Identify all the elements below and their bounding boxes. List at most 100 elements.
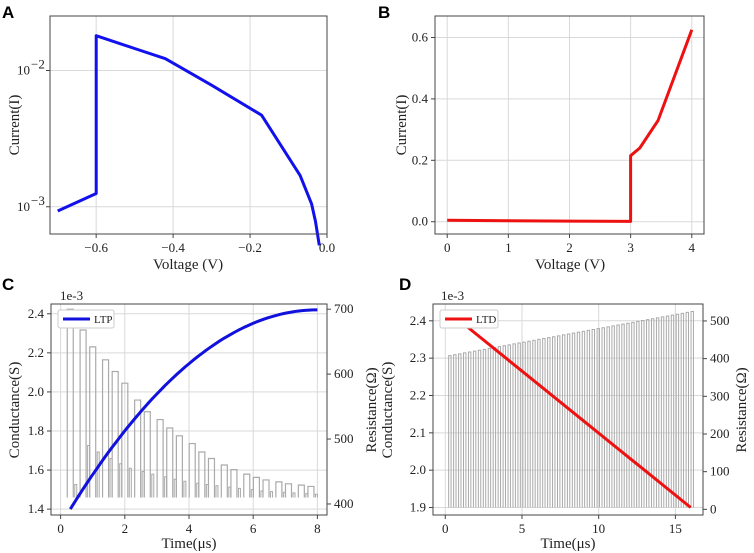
panel-a-xlabel: Voltage (V)	[153, 257, 223, 273]
x-tick-label: 4	[689, 240, 696, 255]
resistance-pulse	[284, 483, 293, 498]
y2-tick-label: 400	[334, 496, 354, 511]
y2-tick-label: 700	[334, 301, 354, 316]
resistance-pulse	[477, 349, 482, 508]
y-tick-label: 1.4	[28, 501, 45, 516]
y-tick-exponent: −3	[31, 193, 45, 208]
panel-b-marks	[447, 29, 694, 223]
panel-a-marks	[57, 34, 321, 246]
resistance-pulse	[458, 353, 462, 508]
resistance-pulse-secondary	[74, 483, 78, 498]
y-tick-label: 2.2	[410, 387, 426, 402]
resistance-pulse	[547, 337, 551, 508]
resistance-pulse	[675, 313, 680, 508]
resistance-pulse-secondary	[292, 492, 296, 498]
resistance-pulse	[482, 348, 487, 508]
resistance-pulse	[502, 345, 506, 508]
resistance-pulse-secondary	[270, 491, 274, 498]
y-tick-label: 2.2	[28, 345, 44, 360]
resistance-pulse	[616, 324, 620, 508]
x-tick-label: 2	[122, 521, 129, 536]
panel-c-offset-text: 1e-3	[60, 288, 83, 303]
y2-tick-label: 400	[710, 351, 730, 366]
panel-c-ltp-line	[69, 308, 318, 510]
y-tick-label: 2.4	[28, 306, 45, 321]
y-tick-label: 2.1	[410, 425, 426, 440]
resistance-pulse	[472, 350, 477, 508]
resistance-pulse	[243, 473, 251, 498]
resistance-pulse	[611, 325, 615, 508]
y-tick-label: 10	[17, 63, 30, 78]
resistance-pulse	[252, 476, 260, 498]
resistance-pulse	[101, 359, 110, 498]
panel-b-grid	[435, 16, 704, 234]
y2-tick-label: 500	[334, 431, 354, 446]
resistance-pulse	[188, 442, 196, 498]
panel-label-a: A	[2, 3, 14, 22]
x-tick-label: 2	[566, 240, 573, 255]
resistance-pulse	[134, 399, 142, 498]
panel-c-ticks: 0 2 4 6 8 1.4 1.6 1.8 2.0 2.2 2.4 400 500 600 700	[28, 301, 354, 536]
x-tick-label: −0.4	[161, 240, 185, 255]
y2-tick-label: 300	[710, 388, 730, 403]
panel-d-xlabel: Time(μs)	[541, 536, 596, 552]
resistance-pulse	[275, 481, 283, 498]
resistance-pulse	[307, 485, 315, 498]
resistance-pulse	[606, 326, 610, 508]
resistance-pulse	[175, 435, 183, 498]
resistance-pulse-secondary	[128, 467, 132, 498]
panel-d-legend: LTD	[439, 309, 499, 329]
y-tick-label: 0.2	[412, 152, 428, 167]
resistance-pulse	[512, 343, 516, 508]
resistance-pulse	[497, 346, 502, 508]
resistance-pulse	[552, 336, 556, 508]
panel-c-marks	[66, 308, 318, 510]
panel-d-ylabel: Conductance(S)	[380, 362, 396, 459]
panel-d-ylabel-right: Resistance(Ω)	[734, 367, 750, 452]
x-tick-label: −0.6	[84, 240, 108, 255]
y-tick-label: 2.0	[410, 462, 426, 477]
resistance-pulse	[522, 341, 526, 508]
panel-b: B 0 1 2 3 4 0.0 0.2 0.4 0.6 Voltage (V) Current(…	[378, 3, 705, 273]
resistance-pulse	[571, 332, 576, 508]
x-tick-label: 1	[505, 240, 512, 255]
resistance-pulse	[111, 370, 119, 498]
resistance-pulse	[262, 479, 270, 498]
y-tick-exponent: −2	[31, 57, 45, 72]
y-tick-label: 1.8	[28, 423, 44, 438]
resistance-pulse	[121, 382, 129, 498]
panel-d-ticks: 0 5 10 15 1.9 2.0 2.1 2.2 2.3 2.4 0 100 200 300 400 500	[410, 313, 730, 536]
y-tick-label: 1.6	[28, 462, 45, 477]
panel-d-frame	[432, 303, 704, 516]
x-tick-label: 4	[186, 521, 193, 536]
resistance-pulse	[89, 346, 97, 498]
panel-d-marks	[447, 310, 694, 509]
resistance-pulse	[537, 338, 541, 508]
resistance-pulse	[626, 322, 630, 508]
panel-c-ylabel: Conductance(S)	[7, 362, 23, 459]
panel-a-series-line	[57, 34, 321, 246]
resistance-pulse	[542, 338, 546, 508]
panel-c-ylabel-right: Resistance(Ω)	[364, 367, 380, 452]
resistance-pulse	[143, 411, 151, 498]
y-tick-label: 2.0	[28, 384, 44, 399]
resistance-pulse-secondary	[96, 451, 100, 498]
resistance-pulse	[591, 329, 596, 508]
resistance-pulse	[297, 484, 305, 498]
y2-tick-label: 0	[710, 501, 717, 516]
resistance-pulse	[670, 314, 675, 508]
resistance-pulse	[690, 311, 694, 508]
resistance-pulse	[601, 327, 605, 508]
resistance-pulse	[79, 329, 87, 498]
resistance-pulse	[636, 320, 640, 508]
y-tick-label: 2.3	[410, 350, 426, 365]
y-tick-label: 0.0	[412, 214, 428, 229]
x-tick-label: 0	[444, 240, 451, 255]
y-tick-label: 0.4	[412, 91, 429, 106]
resistance-pulse	[631, 321, 635, 508]
resistance-pulse	[66, 308, 74, 498]
resistance-pulse	[660, 316, 665, 508]
panel-b-series-line	[447, 29, 694, 223]
resistance-pulse	[467, 351, 472, 508]
